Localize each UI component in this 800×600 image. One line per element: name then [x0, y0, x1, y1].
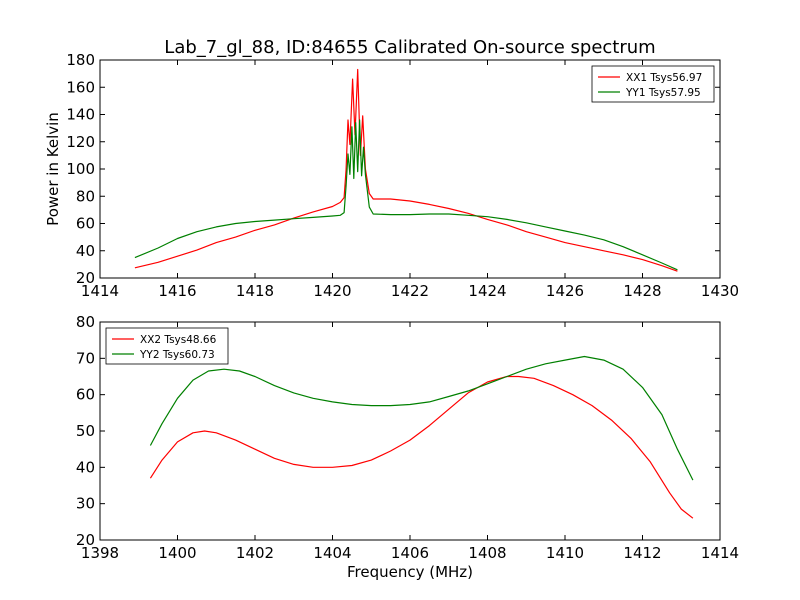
- y-tick-label: 80: [76, 187, 95, 205]
- y-tick-label: 30: [76, 495, 95, 513]
- top-plot-legend: XX1 Tsys56.97 YY1 Tsys57.95: [591, 65, 715, 103]
- legend-label: XX2 Tsys48.66: [140, 334, 217, 346]
- top-plot-series: [134, 68, 678, 272]
- top-plot-ticks: 1414 1416 1418 1420 1422 1424 1426 1428 1430 20 40…: [66, 51, 739, 300]
- series-line-2: [134, 119, 678, 271]
- x-tick-label: 1410: [546, 544, 584, 562]
- y-tick-label: 100: [66, 160, 95, 178]
- y-tick-label: 50: [76, 422, 95, 440]
- bottom-plot-legend: XX2 Tsys48.66 YY2 Tsys60.73: [105, 327, 229, 365]
- y-tick-label: 60: [76, 215, 95, 233]
- x-tick-label: 1414: [701, 544, 739, 562]
- x-tick-label: 1422: [391, 282, 429, 300]
- y-tick-label: 60: [76, 386, 95, 404]
- legend-box: [105, 327, 229, 365]
- x-tick-label: 1424: [468, 282, 506, 300]
- y-tick-label: 20: [76, 531, 95, 549]
- y-tick-label: 20: [76, 269, 95, 287]
- legend-label: YY2 Tsys60.73: [139, 349, 215, 361]
- x-tick-label: 1430: [701, 282, 739, 300]
- bottom-plot: 1398 1400 1402 1404 1406 1408 1410 1412 1414 20 30…: [76, 313, 739, 581]
- x-axis-label: Frequency (MHz): [347, 563, 473, 581]
- y-tick-label: 70: [76, 349, 95, 367]
- x-tick-label: 1406: [391, 544, 429, 562]
- y-tick-label: 80: [76, 313, 95, 331]
- x-tick-label: 1426: [546, 282, 584, 300]
- y-tick-label: 120: [66, 133, 95, 151]
- legend-label: XX1 Tsys56.97: [626, 72, 702, 84]
- y-tick-label: 160: [66, 78, 95, 96]
- x-tick-label: 1402: [236, 544, 274, 562]
- bottom-plot-series: [149, 355, 694, 519]
- x-tick-label: 1414: [81, 282, 119, 300]
- chart-title: Lab_7_gl_88, ID:84655 Calibrated On-sour…: [164, 37, 655, 58]
- x-tick-label: 1404: [313, 544, 351, 562]
- x-tick-label: 1418: [236, 282, 274, 300]
- x-tick-label: 1408: [468, 544, 506, 562]
- series-line-1: [149, 375, 694, 519]
- x-tick-label: 1398: [81, 544, 119, 562]
- bottom-plot-ticks: 1398 1400 1402 1404 1406 1408 1410 1412 1414 20 30…: [76, 313, 739, 562]
- legend-label: YY1 Tsys57.95: [625, 87, 701, 99]
- series-line-2: [149, 355, 694, 481]
- top-plot: 1414 1416 1418 1420 1422 1424 1426 1428 1430 20 40…: [44, 51, 739, 300]
- top-plot-y-axis-label: Power in Kelvin: [44, 112, 62, 226]
- x-tick-label: 1428: [623, 282, 661, 300]
- x-tick-label: 1420: [313, 282, 351, 300]
- x-tick-label: 1400: [158, 544, 196, 562]
- series-line-1: [134, 68, 678, 272]
- y-tick-label: 140: [66, 106, 95, 124]
- y-tick-label: 40: [76, 458, 95, 476]
- legend-box: [591, 65, 715, 103]
- x-tick-label: 1412: [623, 544, 661, 562]
- y-tick-label: 180: [66, 51, 95, 69]
- x-tick-label: 1416: [158, 282, 196, 300]
- y-tick-label: 40: [76, 242, 95, 260]
